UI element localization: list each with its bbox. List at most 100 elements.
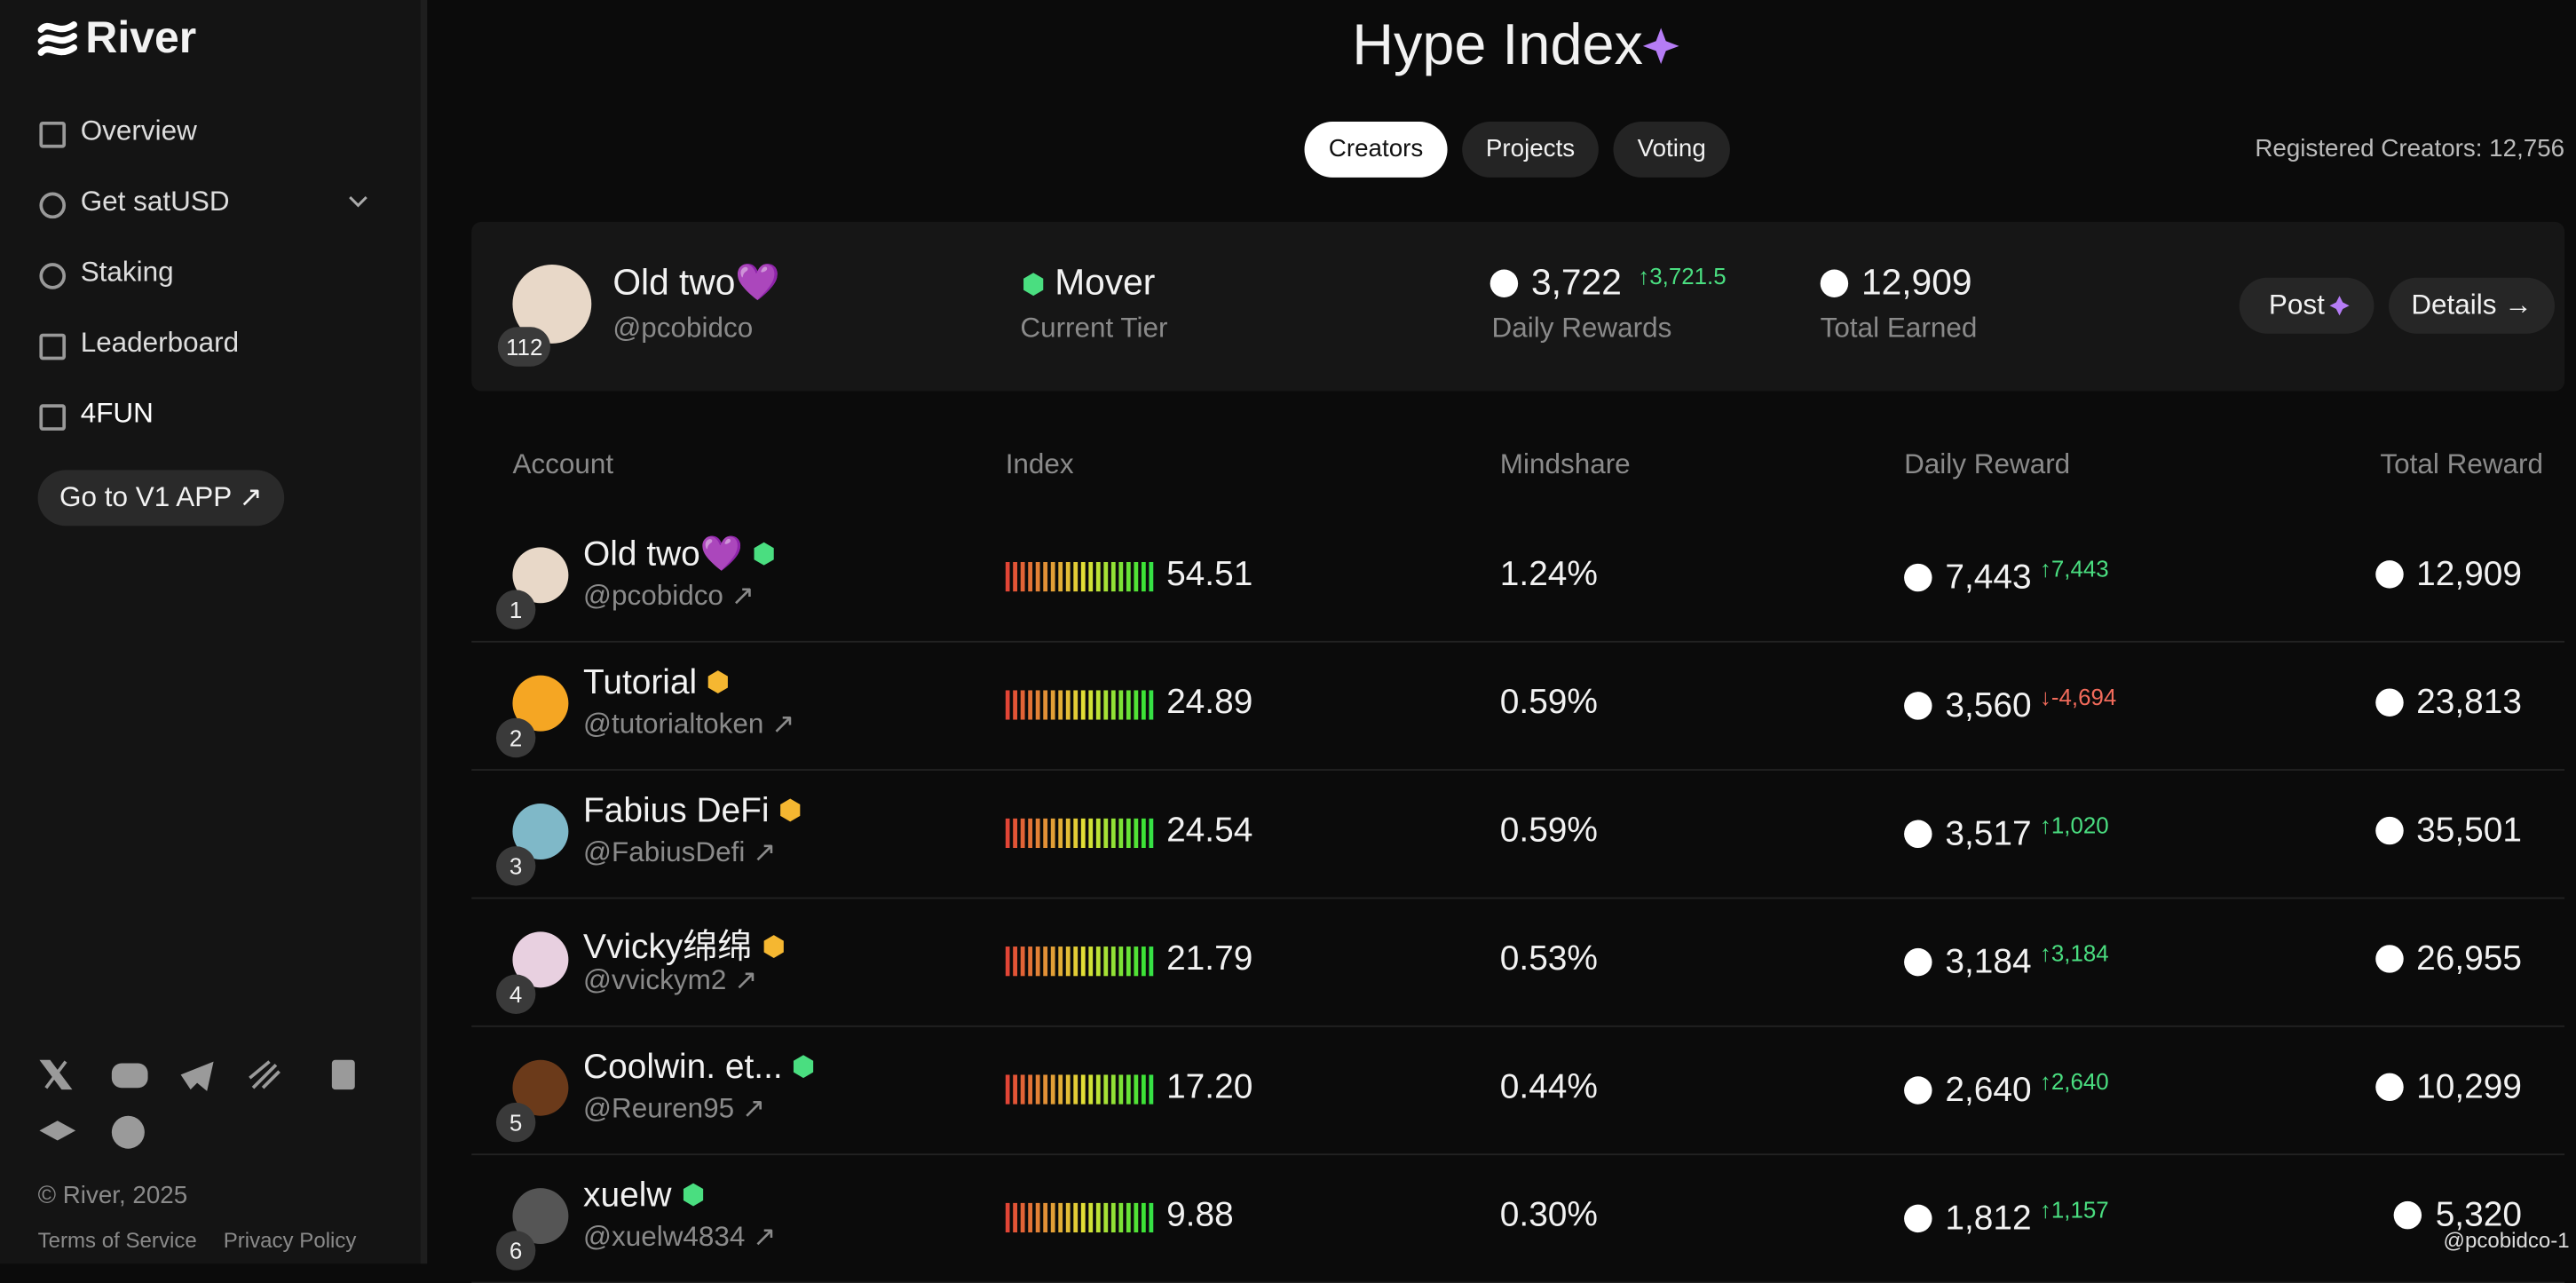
tab-active[interactable]: Creators bbox=[1304, 121, 1448, 178]
account-name: Coolwin. et... bbox=[583, 1049, 816, 1088]
daily-reward: 3,560 ↓-4,694 bbox=[1904, 684, 2116, 726]
tier-badge bbox=[763, 935, 784, 959]
account-name: xuelw bbox=[583, 1176, 704, 1216]
daily: 3,560 bbox=[1945, 686, 2032, 725]
column-header[interactable]: Total Reward bbox=[2380, 448, 2544, 480]
total-reward: 23,813 bbox=[2375, 684, 2522, 723]
sparkle bbox=[2329, 296, 2350, 316]
registered-count: Registered Creators: 12,756 bbox=[2255, 134, 2565, 163]
sidebar: River Go to V1 APP ↗ © River, 2025 Terms… bbox=[0, 0, 428, 1264]
daily: 3,517 bbox=[1945, 814, 2032, 853]
handle[interactable]: @xuelw4834 ↗ bbox=[583, 1221, 777, 1253]
brand: River bbox=[85, 12, 197, 63]
tier-badge bbox=[755, 542, 775, 566]
account-name: Old two💜 bbox=[583, 535, 776, 574]
total: 10,299 bbox=[2416, 1068, 2522, 1106]
table-row[interactable]: 6 xuelw @xuelw4834 ↗ 9.88 0.30% 1,812 ↑1,… bbox=[471, 1153, 2565, 1283]
rank: 1 bbox=[495, 590, 536, 630]
social-icons bbox=[39, 1059, 355, 1149]
footer-link[interactable]: Terms of Service bbox=[37, 1227, 197, 1253]
table-row[interactable]: 2 Tutorial @tutorialtoken ↗ 24.89 0.59% … bbox=[471, 641, 2565, 772]
table-row[interactable]: 1 Old two💜 @pcobidco ↗ 54.51 1.24% 7,443… bbox=[471, 512, 2565, 643]
tier-badge bbox=[683, 1183, 703, 1207]
nav-icon bbox=[39, 121, 67, 148]
total: 5,320 bbox=[2435, 1196, 2522, 1234]
details-button[interactable]: Details → bbox=[2389, 277, 2555, 334]
mindshare: 0.53% bbox=[1499, 939, 1598, 978]
daily-reward: 3,517 ↑1,020 bbox=[1904, 812, 2109, 854]
badge: 112 bbox=[497, 327, 551, 367]
index: 17.20 bbox=[1166, 1068, 1253, 1106]
daily: 1,812 bbox=[1945, 1200, 2032, 1238]
name: Tutorial bbox=[583, 663, 698, 702]
chevron bbox=[349, 196, 367, 208]
nav-icon bbox=[39, 263, 67, 289]
table-row[interactable]: 3 Fabius DeFi @FabiusDefi ↗ 24.54 0.59% … bbox=[471, 769, 2565, 899]
index: 9.88 bbox=[1166, 1196, 1234, 1234]
v1-button[interactable]: Go to V1 APP ↗ bbox=[37, 470, 285, 527]
total-reward: 26,955 bbox=[2375, 940, 2522, 979]
nav-item[interactable]: Overview bbox=[80, 115, 197, 147]
total: 23,813 bbox=[2416, 683, 2522, 722]
daily: 2,640 bbox=[1945, 1071, 2032, 1110]
daily-rewards: 3,722 bbox=[1489, 261, 1622, 304]
index: 54.51 bbox=[1166, 555, 1253, 594]
daily: 7,443 bbox=[1945, 558, 2032, 597]
total-reward: 35,501 bbox=[2375, 812, 2522, 851]
tab[interactable]: Projects bbox=[1462, 121, 1599, 178]
index-meter bbox=[1005, 818, 1154, 849]
logo-icon bbox=[37, 21, 77, 56]
handle[interactable]: @tutorialtoken ↗ bbox=[583, 708, 795, 740]
tab[interactable]: Voting bbox=[1613, 121, 1730, 178]
name: Fabius DeFi bbox=[583, 792, 770, 830]
name: Vvicky绵绵 bbox=[583, 928, 753, 967]
table-row[interactable]: 4 Vvicky绵绵 @vvickym2 ↗ 21.79 0.53% 3,184… bbox=[471, 898, 2565, 1027]
handle[interactable]: @Reuren95 ↗ bbox=[583, 1092, 766, 1124]
account-name: Vvicky绵绵 bbox=[583, 920, 785, 970]
index-meter bbox=[1005, 1202, 1154, 1233]
profile-handle: @pcobidco bbox=[612, 312, 754, 344]
total-reward: 10,299 bbox=[2375, 1068, 2522, 1107]
sparkle bbox=[1642, 28, 1679, 65]
index: 21.79 bbox=[1166, 939, 1253, 978]
post-button[interactable]: Post bbox=[2239, 277, 2375, 334]
nav-icon bbox=[39, 192, 67, 219]
total: 26,955 bbox=[2416, 939, 2522, 978]
nav-item[interactable]: Leaderboard bbox=[80, 327, 240, 359]
watermark: @pcobidco-1 bbox=[2443, 1227, 2570, 1253]
column-header: Account bbox=[512, 448, 614, 480]
index-meter bbox=[1005, 690, 1154, 720]
footer-link[interactable]: Privacy Policy bbox=[223, 1227, 357, 1253]
daily-label: Daily Rewards bbox=[1491, 312, 1672, 344]
column-header[interactable]: Daily Reward bbox=[1904, 448, 2071, 480]
total-value: 12,909 bbox=[1861, 261, 1972, 303]
mindshare: 1.24% bbox=[1499, 555, 1598, 594]
daily-value: 3,722 bbox=[1530, 261, 1622, 303]
nav-item[interactable]: Staking bbox=[80, 256, 174, 288]
rank: 2 bbox=[495, 717, 536, 758]
nav-icon bbox=[39, 404, 67, 431]
total-label: Total Earned bbox=[1820, 312, 1978, 344]
nav-item[interactable]: 4FUN bbox=[80, 397, 154, 430]
name: Old two💜 bbox=[583, 535, 744, 574]
index-meter bbox=[1005, 946, 1154, 977]
profile-card: 112 Old two💜 @pcobidco Mover Current Tie… bbox=[471, 221, 2565, 392]
handle[interactable]: @vvickym2 ↗ bbox=[583, 964, 758, 996]
index: 24.89 bbox=[1166, 683, 1253, 722]
mindshare: 0.59% bbox=[1499, 683, 1598, 722]
total-earned: 12,909 bbox=[1820, 261, 1972, 304]
handle[interactable]: @FabiusDefi ↗ bbox=[583, 836, 777, 868]
daily-reward: 7,443 ↑7,443 bbox=[1904, 556, 2109, 598]
nav-icon bbox=[39, 333, 67, 360]
tier-badge bbox=[780, 798, 801, 822]
table-row[interactable]: 5 Coolwin. et... @Reuren95 ↗ 17.20 0.44%… bbox=[471, 1026, 2565, 1156]
page-title: Hype Index bbox=[1352, 12, 1643, 77]
change: ↑2,640 bbox=[2039, 1068, 2109, 1095]
change: ↑1,157 bbox=[2039, 1196, 2109, 1223]
index-meter bbox=[1005, 561, 1154, 592]
nav-item[interactable]: Get satUSD bbox=[80, 186, 230, 218]
rank: 6 bbox=[495, 1231, 536, 1271]
profile-name: Old two💜 bbox=[612, 261, 781, 303]
handle[interactable]: @pcobidco ↗ bbox=[583, 580, 755, 612]
